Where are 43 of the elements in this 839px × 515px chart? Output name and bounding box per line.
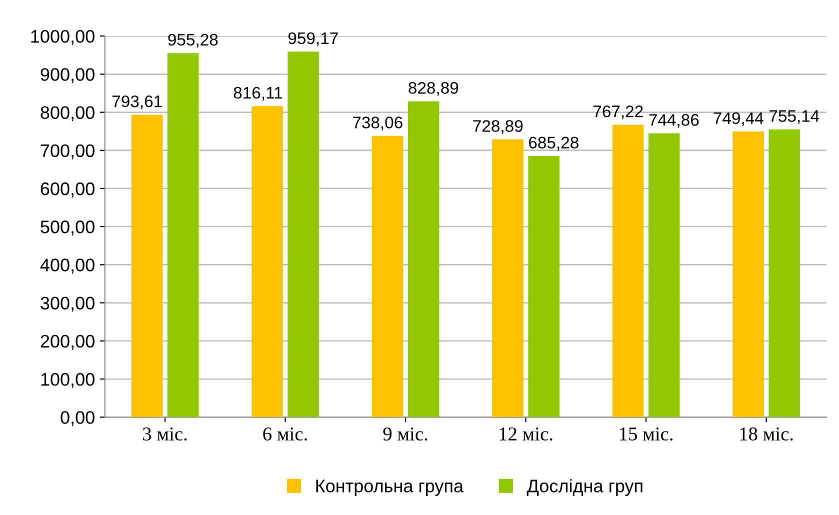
data-label: 767,22 <box>594 106 643 120</box>
bar <box>528 156 560 418</box>
data-label: 685,28 <box>529 136 578 150</box>
bar <box>131 114 163 418</box>
data-label: 828,89 <box>408 82 458 96</box>
y-tick-label: 800,00 <box>40 106 94 122</box>
data-label: 816,11 <box>234 86 282 101</box>
x-tick-label: 18 міс. <box>740 427 793 441</box>
bar <box>492 139 524 418</box>
x-tick-label: 15 міс. <box>620 427 672 441</box>
data-label: 955,28 <box>168 34 218 48</box>
y-tick-label: 0,00 <box>60 411 94 426</box>
bar <box>648 133 680 418</box>
bar <box>768 129 800 418</box>
bar <box>612 124 644 418</box>
y-tick-label: 900,00 <box>40 68 94 84</box>
y-tick-label: 100,00 <box>41 372 94 388</box>
data-label: 749,44 <box>714 112 764 126</box>
bar <box>732 132 764 418</box>
data-label: 959,17 <box>288 32 338 46</box>
y-tick-label: 700,00 <box>40 144 94 160</box>
bar <box>288 52 319 418</box>
y-tick-label: 400,00 <box>40 258 94 274</box>
data-label: 728,89 <box>473 120 523 134</box>
y-tick-label: 1000,00 <box>31 30 94 45</box>
bar <box>372 136 404 418</box>
x-tick-label: 9 міс. <box>383 427 428 441</box>
legend-label: Дослідна груп <box>526 479 642 496</box>
bar <box>252 106 283 418</box>
x-tick-label: 3 міс. <box>143 427 187 441</box>
bar <box>167 53 199 418</box>
y-tick-label: 500,00 <box>40 220 94 236</box>
data-label: 738,06 <box>352 116 402 130</box>
bar <box>408 101 440 418</box>
legend-label: Контрольна група <box>316 480 464 496</box>
data-label: 744,86 <box>649 114 699 128</box>
x-tick-label: 6 міс. <box>263 427 307 441</box>
y-tick-label: 300,00 <box>40 296 94 312</box>
x-tick-label: 12 міс. <box>500 427 552 441</box>
y-tick-label: 200,00 <box>40 334 94 350</box>
data-label: 793,61 <box>112 95 162 110</box>
data-label: 755,14 <box>770 110 820 124</box>
y-tick-label: 600,00 <box>40 182 94 198</box>
